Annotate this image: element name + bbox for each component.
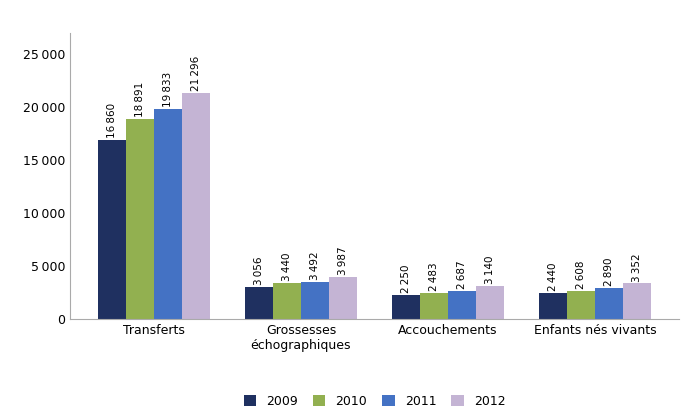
Bar — [596, 288, 623, 319]
Bar — [476, 286, 504, 319]
Text: 3 056: 3 056 — [254, 256, 264, 285]
Bar — [540, 293, 568, 319]
Bar — [273, 283, 301, 319]
Legend: 2009, 2010, 2011, 2012: 2009, 2010, 2011, 2012 — [237, 388, 512, 409]
Text: 3 140: 3 140 — [485, 255, 495, 284]
Text: 21 296: 21 296 — [190, 56, 201, 91]
Bar — [245, 287, 273, 319]
Text: 18 891: 18 891 — [134, 81, 145, 117]
Text: 2 250: 2 250 — [401, 265, 411, 293]
Text: 3 352: 3 352 — [632, 253, 643, 281]
Bar — [623, 283, 651, 319]
Bar — [448, 290, 476, 319]
Text: 3 492: 3 492 — [310, 252, 320, 280]
Bar — [98, 140, 126, 319]
Text: 2 890: 2 890 — [604, 258, 615, 286]
Text: 2 440: 2 440 — [548, 263, 559, 291]
Text: 19 833: 19 833 — [162, 72, 173, 107]
Text: 3 987: 3 987 — [338, 246, 348, 275]
Text: 2 687: 2 687 — [457, 260, 467, 289]
Bar — [301, 282, 329, 319]
Text: 16 860: 16 860 — [106, 103, 117, 138]
Bar — [392, 295, 420, 319]
Text: 3 440: 3 440 — [282, 252, 292, 281]
Text: 2 608: 2 608 — [576, 261, 587, 290]
Bar — [126, 119, 153, 319]
Bar — [568, 291, 596, 319]
Bar — [181, 93, 209, 319]
Bar — [153, 109, 181, 319]
Bar — [329, 277, 357, 319]
Text: 2 483: 2 483 — [429, 262, 439, 291]
Bar — [420, 293, 448, 319]
